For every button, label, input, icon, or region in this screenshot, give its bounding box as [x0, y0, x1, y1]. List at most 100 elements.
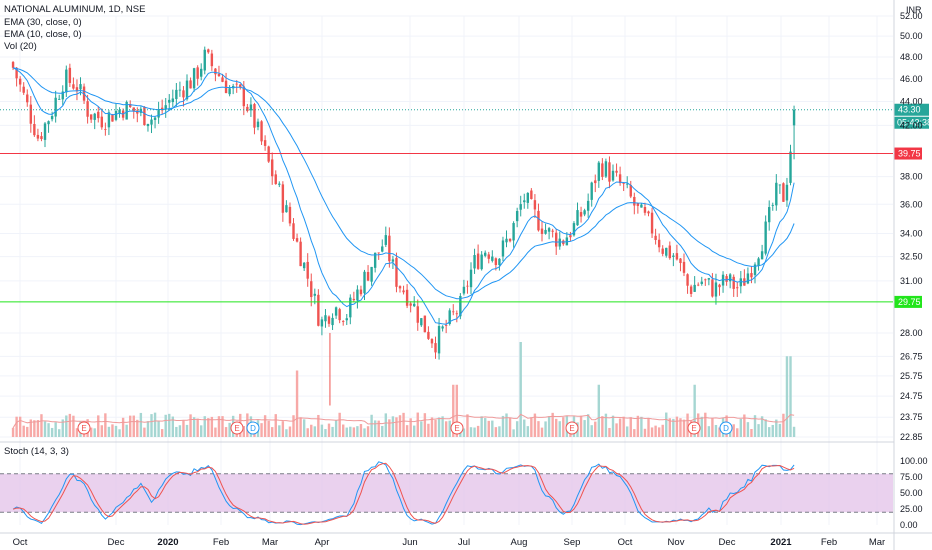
candle-body: [555, 232, 558, 247]
candle-body: [36, 134, 40, 139]
legend-ema30[interactable]: EMA (30, close, 0): [4, 17, 82, 28]
ema10-line: [12, 67, 795, 325]
volume-bar: [782, 413, 785, 437]
candle-body: [590, 182, 593, 200]
candle-body: [508, 238, 512, 242]
volume-bar: [590, 425, 593, 437]
candle-body: [572, 223, 576, 236]
candle-body: [626, 183, 629, 185]
candle-body: [732, 276, 735, 289]
volume-bar: [636, 415, 640, 437]
candle-body: [697, 284, 700, 286]
candle-body: [143, 106, 146, 126]
volume-bar: [306, 428, 309, 437]
earnings-marker: [77, 421, 91, 435]
candle-body: [345, 318, 348, 321]
volume-bar: [654, 425, 657, 437]
candle-body: [615, 170, 618, 173]
candle-body: [622, 182, 625, 184]
volume-bar: [136, 419, 139, 437]
volume-bar: [551, 412, 554, 437]
volume-bar: [757, 424, 760, 437]
candle-body: [764, 221, 767, 254]
volume-bar: [22, 425, 25, 437]
volume-bar: [441, 416, 444, 437]
candle-body: [533, 200, 537, 210]
legend-volume[interactable]: Vol (20): [4, 41, 37, 52]
candle-body: [288, 206, 292, 224]
time-tick-label: Feb: [821, 537, 837, 548]
volume-bar: [302, 419, 306, 437]
volume-bar: [544, 421, 547, 437]
candle-body: [473, 255, 476, 269]
time-tick-label: Nov: [668, 537, 685, 548]
candle-body: [494, 258, 498, 266]
volume-bar: [207, 418, 210, 437]
volume-bar: [413, 425, 416, 437]
candle-body: [792, 109, 796, 126]
candle-body: [515, 211, 519, 222]
candle-body: [61, 91, 64, 100]
volume-bar: [58, 429, 61, 437]
price-tick-label: 22.85: [900, 432, 923, 442]
price-tick-label: 52.00: [900, 11, 923, 21]
volume-bar: [714, 424, 718, 437]
candle-body: [618, 174, 622, 184]
volume-bar: [267, 420, 270, 437]
volume-bar: [579, 415, 583, 437]
candle-body: [338, 309, 341, 321]
volume-bar: [189, 414, 192, 437]
candle-body: [97, 111, 100, 119]
candle-body: [437, 326, 441, 354]
candle-body: [352, 298, 356, 301]
candle-body: [203, 49, 206, 71]
candle-body: [256, 121, 260, 128]
volume-bar: [171, 416, 175, 437]
candle-body: [402, 290, 405, 293]
candle-body: [640, 204, 643, 208]
volume-bar: [54, 422, 57, 437]
volume-bar: [615, 423, 618, 437]
volume-bar: [764, 419, 767, 437]
candle-body: [18, 78, 22, 85]
candle-body: [217, 74, 221, 77]
candle-body: [210, 53, 214, 67]
volume-bar: [381, 425, 384, 437]
volume-bar: [753, 415, 757, 437]
candle-body: [324, 315, 327, 322]
legend-ema10[interactable]: EMA (10, close, 0): [4, 29, 82, 40]
volume-bar: [363, 428, 366, 437]
candle-body: [125, 101, 128, 120]
time-tick-label: Dec: [108, 537, 125, 548]
candle-body: [530, 190, 533, 200]
candle-body: [50, 116, 54, 120]
volume-bar: [484, 418, 487, 437]
candle-body: [260, 121, 263, 142]
candle-body: [75, 87, 79, 92]
volume-bar: [310, 424, 313, 437]
candle-body: [235, 83, 238, 85]
candle-body: [523, 200, 526, 203]
horizontal-lines[interactable]: 39.75 29.75 43.30 05:42:38: [0, 103, 932, 308]
candle-body: [728, 274, 732, 282]
candle-body: [175, 89, 178, 100]
legend-symbol[interactable]: NATIONAL ALUMINUM, 1D, NSE: [4, 4, 146, 15]
marker-letter: E: [454, 424, 459, 433]
stoch-tick-label: 50.00: [900, 488, 923, 498]
candle-body: [295, 238, 299, 242]
volume-bar: [466, 414, 469, 437]
volume-bar: [768, 427, 771, 437]
time-tick-label: Mar: [869, 537, 885, 548]
volume-bar: [547, 416, 551, 437]
legend-stoch[interactable]: Stoch (14, 3, 3): [4, 446, 69, 457]
volume-bar: [107, 426, 111, 437]
candle-body: [65, 69, 68, 93]
price-tick-label: 26.75: [900, 351, 923, 361]
candle-body: [33, 124, 36, 136]
candle-body: [594, 180, 597, 184]
volume-bar: [540, 427, 544, 437]
candle-body: [320, 319, 324, 327]
volume-bar: [750, 429, 753, 437]
